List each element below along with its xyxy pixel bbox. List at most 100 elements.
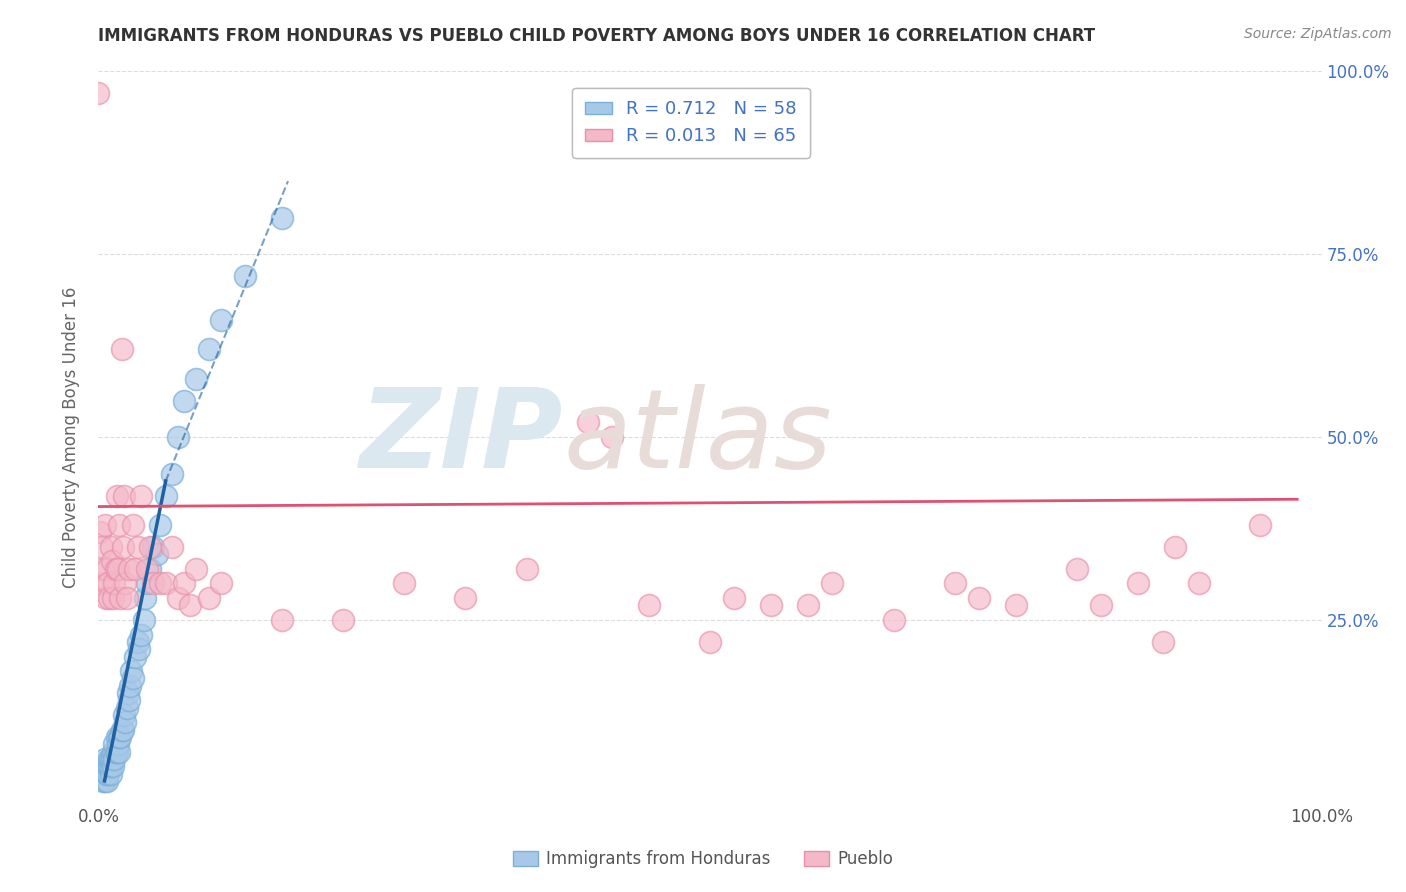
Point xyxy=(108,745,131,759)
Point xyxy=(97,766,120,780)
Point xyxy=(120,679,142,693)
Point xyxy=(1004,599,1026,613)
Point xyxy=(136,562,159,576)
Point xyxy=(105,730,128,744)
Point xyxy=(186,562,208,576)
Point xyxy=(111,723,134,737)
Point xyxy=(146,547,169,561)
Point xyxy=(118,693,141,707)
Point xyxy=(98,759,121,773)
Point xyxy=(121,672,143,686)
Point xyxy=(943,576,966,591)
Point xyxy=(723,591,745,605)
Point xyxy=(103,752,125,766)
Point xyxy=(186,371,208,385)
Point xyxy=(101,554,124,568)
Point xyxy=(110,730,132,744)
Point xyxy=(600,430,623,444)
Point xyxy=(97,576,120,591)
Point xyxy=(103,576,125,591)
Point xyxy=(91,562,114,576)
Point xyxy=(108,730,131,744)
Point xyxy=(100,759,122,773)
Point xyxy=(797,599,820,613)
Point xyxy=(117,686,139,700)
Point xyxy=(108,517,131,532)
Point xyxy=(149,517,172,532)
Point xyxy=(155,489,177,503)
Point xyxy=(134,591,156,605)
Point xyxy=(101,591,124,605)
Point xyxy=(94,591,117,605)
Point xyxy=(1152,635,1174,649)
Point xyxy=(270,613,294,627)
Point xyxy=(90,759,112,773)
Point xyxy=(89,525,111,540)
Point xyxy=(883,613,905,627)
Point xyxy=(107,562,129,576)
Point xyxy=(111,343,134,357)
Y-axis label: Child Poverty Among Boys Under 16: Child Poverty Among Boys Under 16 xyxy=(62,286,80,588)
Point xyxy=(90,576,112,591)
Point xyxy=(101,745,124,759)
Point xyxy=(104,562,127,576)
Point xyxy=(115,591,138,605)
Point xyxy=(103,737,125,751)
Point xyxy=(124,562,146,576)
Point xyxy=(91,540,114,554)
Point xyxy=(101,752,124,766)
Point xyxy=(91,773,114,788)
Point xyxy=(197,343,219,357)
Point xyxy=(105,489,128,503)
Point xyxy=(94,766,117,780)
Point xyxy=(179,599,201,613)
Point xyxy=(167,591,190,605)
Point xyxy=(129,489,152,503)
Text: IMMIGRANTS FROM HONDURAS VS PUEBLO CHILD POVERTY AMONG BOYS UNDER 16 CORRELATION: IMMIGRANTS FROM HONDURAS VS PUEBLO CHILD… xyxy=(98,27,1095,45)
Point xyxy=(209,313,232,327)
Point xyxy=(100,752,122,766)
Point xyxy=(121,517,143,532)
Point xyxy=(132,613,155,627)
Point xyxy=(91,766,114,780)
Point xyxy=(107,737,129,751)
Point xyxy=(233,269,256,284)
Point xyxy=(1128,576,1150,591)
Point xyxy=(139,540,162,554)
Point xyxy=(1164,540,1187,554)
Legend: Immigrants from Honduras, Pueblo: Immigrants from Honduras, Pueblo xyxy=(506,844,900,875)
Point xyxy=(128,642,150,657)
Point xyxy=(105,745,128,759)
Point xyxy=(114,715,136,730)
Point xyxy=(209,576,232,591)
Point xyxy=(637,599,661,613)
Point xyxy=(699,635,721,649)
Point xyxy=(160,467,183,481)
Point xyxy=(111,723,134,737)
Point xyxy=(392,576,416,591)
Point xyxy=(576,416,599,430)
Point xyxy=(142,540,165,554)
Point xyxy=(124,649,146,664)
Point xyxy=(97,759,120,773)
Point xyxy=(98,591,121,605)
Point xyxy=(270,211,294,225)
Point xyxy=(93,773,115,788)
Point xyxy=(127,540,149,554)
Point xyxy=(967,591,990,605)
Legend: R = 0.712   N = 58, R = 0.013   N = 65: R = 0.712 N = 58, R = 0.013 N = 65 xyxy=(572,87,810,158)
Point xyxy=(454,591,477,605)
Point xyxy=(332,613,354,627)
Point xyxy=(142,576,165,591)
Text: atlas: atlas xyxy=(564,384,832,491)
Point xyxy=(1249,517,1271,532)
Point xyxy=(110,591,132,605)
Point xyxy=(94,759,117,773)
Point xyxy=(173,393,195,408)
Point xyxy=(87,87,110,101)
Point xyxy=(160,540,183,554)
Point xyxy=(129,627,152,641)
Point xyxy=(1066,562,1088,576)
Point xyxy=(821,576,844,591)
Point xyxy=(111,540,134,554)
